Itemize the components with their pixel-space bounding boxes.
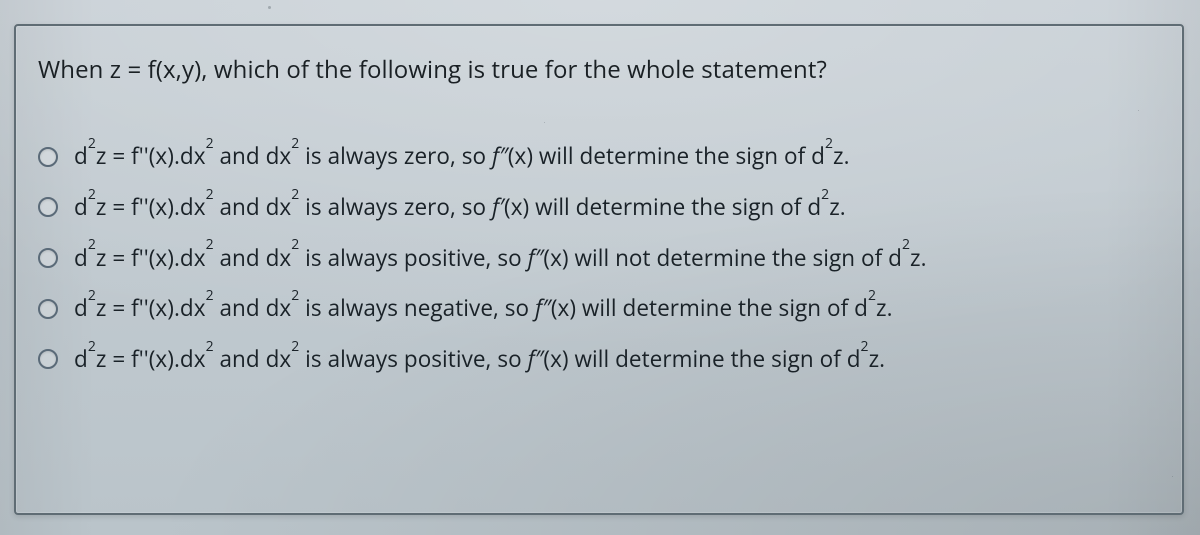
radio-icon[interactable] <box>38 197 58 217</box>
radio-icon[interactable] <box>38 349 58 369</box>
page: When z = f(x,y), which of the following … <box>0 0 1200 535</box>
radio-icon[interactable] <box>38 248 58 268</box>
speck <box>1138 110 1139 111</box>
option-4[interactable]: d2z = f''(x).dx2 and dx2 is always negat… <box>38 292 1160 325</box>
speck <box>268 6 271 9</box>
option-4-label: d2z = f''(x).dx2 and dx2 is always negat… <box>74 292 893 325</box>
option-3-label: d2z = f''(x).dx2 and dx2 is always posit… <box>74 242 927 275</box>
radio-icon[interactable] <box>38 147 58 167</box>
speck <box>1172 476 1173 477</box>
radio-icon[interactable] <box>38 299 58 319</box>
option-2-label: d2z = f''(x).dx2 and dx2 is always zero,… <box>74 191 846 224</box>
speck <box>544 122 545 123</box>
option-5-label: d2z = f''(x).dx2 and dx2 is always posit… <box>74 343 885 376</box>
question-text: When z = f(x,y), which of the following … <box>38 54 1160 86</box>
option-1[interactable]: d2z = f''(x).dx2 and dx2 is always zero,… <box>38 140 1160 173</box>
option-3[interactable]: d2z = f''(x).dx2 and dx2 is always posit… <box>38 242 1160 275</box>
options-list: d2z = f''(x).dx2 and dx2 is always zero,… <box>38 140 1160 375</box>
question-frame: When z = f(x,y), which of the following … <box>14 24 1184 515</box>
option-5[interactable]: d2z = f''(x).dx2 and dx2 is always posit… <box>38 343 1160 376</box>
option-2[interactable]: d2z = f''(x).dx2 and dx2 is always zero,… <box>38 191 1160 224</box>
option-1-label: d2z = f''(x).dx2 and dx2 is always zero,… <box>74 140 850 173</box>
